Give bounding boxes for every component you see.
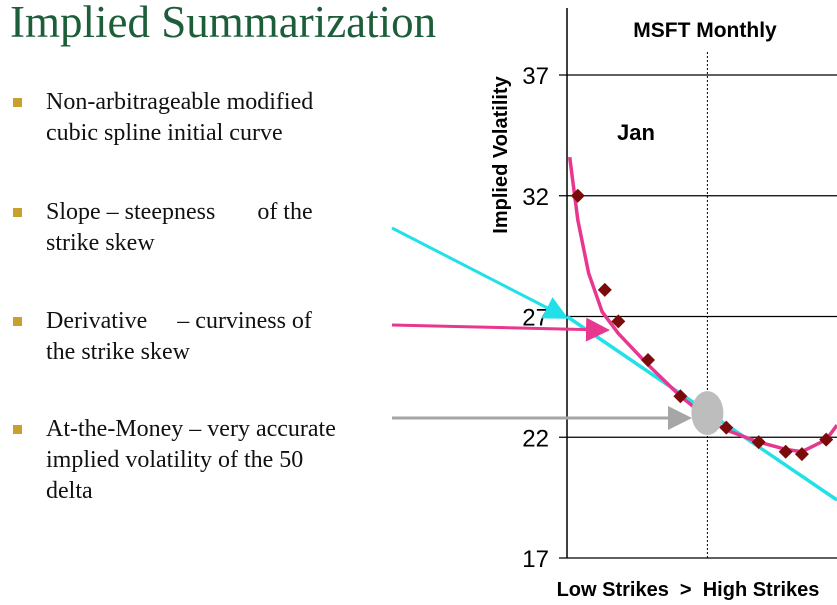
- atm-point: [691, 391, 724, 436]
- bullet-marker-icon: [13, 425, 22, 434]
- slide-title: Implied Summarization: [10, 0, 437, 47]
- data-point-diamond: [719, 420, 734, 435]
- bullet-text: the strike skew: [46, 339, 190, 365]
- slope-arrow: [391, 226, 569, 319]
- y-tick-label: 32: [522, 184, 549, 211]
- bullet-text: implied volatility of the 50: [46, 447, 304, 473]
- y-axis-label: Implied Volatility: [490, 75, 512, 233]
- data-point-diamond: [794, 447, 809, 462]
- bullet-marker-icon: [13, 317, 22, 326]
- bullet-text: delta: [46, 478, 93, 504]
- derivative-arrow: [391, 317, 610, 342]
- bullet-text: Derivative – curviness of: [46, 308, 312, 334]
- data-point-diamond: [570, 188, 585, 203]
- chart-title: MSFT Monthly: [633, 19, 777, 42]
- y-tick-label: 37: [522, 63, 549, 90]
- data-point-diamond: [673, 389, 688, 404]
- data-point-diamond: [778, 444, 793, 459]
- chart-annotation-jan: Jan: [617, 120, 655, 145]
- data-point-diamond: [597, 282, 612, 297]
- bullet-text: Non-arbitrageable modified: [46, 89, 314, 115]
- y-tick-label: 22: [522, 425, 549, 452]
- bullet-marker-icon: [13, 208, 22, 217]
- bullet-text: At-the-Money – very accurate: [46, 416, 336, 442]
- data-point-diamond: [819, 432, 834, 447]
- bullet-slope: Slope – steepness of the strike skew: [13, 197, 406, 259]
- data-point-diamond: [611, 314, 626, 329]
- x-axis-label: Low Strikes > High Strikes: [557, 579, 820, 601]
- bullet-text: cubic spline initial curve: [46, 120, 283, 146]
- bullet-atm: At-the-Money – very accurate implied vol…: [13, 414, 406, 507]
- data-point-diamond: [641, 352, 655, 367]
- bullet-text: strike skew: [46, 230, 155, 256]
- y-tick-label: 17: [522, 546, 549, 573]
- bullet-text: Slope – steepness of the: [46, 199, 313, 225]
- bullet-marker-icon: [13, 98, 22, 107]
- bullet-derivative: Derivative – curviness of the strike ske…: [13, 306, 406, 368]
- data-point-diamond: [751, 435, 766, 450]
- bullet-spline: Non-arbitrageable modified cubic spline …: [13, 87, 406, 149]
